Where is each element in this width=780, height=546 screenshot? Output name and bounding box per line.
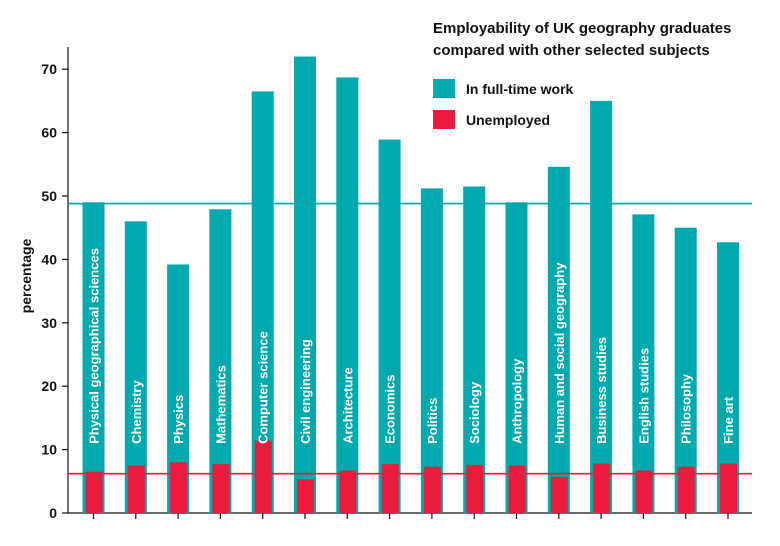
bar-unemployed	[720, 463, 737, 513]
y-axis-label: percentage	[18, 238, 34, 313]
bar-full-time	[590, 100, 613, 514]
category-label: Business studies	[594, 337, 609, 444]
category-label: Human and social geography	[552, 262, 567, 444]
bar-full-time	[505, 202, 528, 513]
bar-full-time	[82, 202, 105, 513]
category-label: Philosophy	[679, 373, 694, 444]
bar-full-time	[463, 186, 486, 514]
bar-unemployed	[254, 440, 272, 513]
legend-swatch-full-time	[433, 79, 455, 98]
bar-unemployed	[170, 462, 188, 513]
bar-full-time	[124, 221, 147, 514]
plot-area: 0 10 20 30 40 50 60 70 Physical geographical sci…	[41, 47, 752, 521]
category-label: Physical geographical sciences	[87, 248, 102, 444]
category-label: Chemistry	[129, 380, 144, 444]
bar-full-time	[336, 77, 359, 513]
legend-swatch-unemployed	[433, 110, 455, 129]
y-tick-label: 70	[41, 61, 57, 77]
bar-unemployed	[466, 464, 484, 513]
category-label: Anthropology	[510, 358, 525, 444]
bar-unemployed	[381, 464, 399, 513]
bar-unemployed	[423, 466, 441, 513]
bar-full-time	[209, 209, 232, 513]
y-tick-label: 50	[41, 188, 57, 204]
category-label: English studies	[636, 348, 651, 444]
category-label: Sociology	[467, 381, 482, 444]
y-tick-label: 30	[41, 315, 57, 331]
legend-label-unemployed: Unemployed	[466, 112, 550, 128]
bar-full-time	[674, 227, 697, 513]
y-tick-label: 60	[41, 125, 57, 141]
bar-full-time	[420, 188, 443, 513]
bar-unemployed	[212, 464, 230, 513]
category-label: Politics	[425, 398, 440, 444]
chart-title-line-1: Employability of UK geography graduates	[433, 20, 731, 37]
category-label: Fine art	[721, 396, 736, 444]
y-tick-label: 10	[41, 442, 57, 458]
legend-label-full-time: In full-time work	[466, 81, 574, 97]
y-tick-label: 40	[41, 251, 57, 267]
bar-unemployed	[127, 465, 145, 513]
bar-unemployed	[297, 479, 314, 513]
category-label: Physics	[171, 395, 186, 444]
chart-title-line-2: compared with other selected subjects	[433, 42, 710, 59]
bar-unemployed	[339, 470, 357, 513]
category-label: Civil engineering	[298, 339, 313, 444]
bar-unemployed	[508, 465, 526, 513]
bar-full-time	[717, 242, 739, 514]
bar-full-time	[547, 166, 570, 513]
category-label: Computer science	[256, 331, 271, 444]
bar-full-time	[251, 91, 274, 513]
bar-unemployed	[593, 463, 611, 513]
category-label: Architecture	[340, 367, 355, 444]
bar-full-time	[294, 56, 316, 514]
y-tick-label: 0	[49, 505, 57, 521]
bar-unemployed	[635, 470, 653, 513]
bar-full-time	[378, 139, 401, 513]
bar-full-time	[167, 264, 190, 513]
bar-unemployed	[550, 476, 568, 513]
category-label: Economics	[383, 375, 398, 444]
y-tick-label: 20	[41, 378, 57, 394]
bar-full-time	[632, 214, 655, 514]
category-label: Mathematics	[213, 365, 228, 444]
bar-unemployed	[677, 466, 695, 513]
bar-unemployed	[85, 471, 103, 513]
